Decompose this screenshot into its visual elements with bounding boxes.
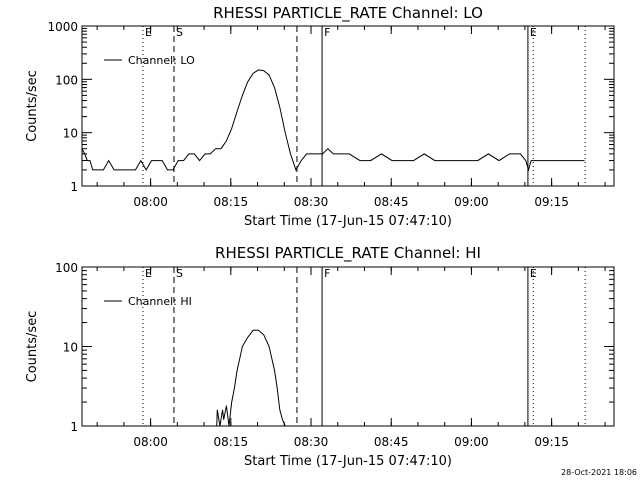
x-tick-label: 09:00 [454, 195, 489, 209]
chart-title: RHESSI PARTICLE_RATE Channel: LO [213, 4, 483, 23]
chart-title: RHESSI PARTICLE_RATE Channel: HI [215, 244, 481, 263]
y-tick-label: 1000 [47, 20, 78, 34]
plot-frame [81, 25, 615, 187]
x-tick-label: 08:15 [214, 195, 249, 209]
chart-panel-2: RHESSI PARTICLE_RATE Channel: HI 1 10 100 08… [25, 244, 615, 469]
y-axis-label: Counts/sec [25, 70, 40, 142]
x-tick-label: 09:00 [454, 435, 489, 449]
x-tick-label: 08:30 [294, 195, 329, 209]
event-marker-label: E [530, 26, 537, 39]
legend-label: Channel: HI [128, 295, 192, 308]
x-tick-label: 08:00 [133, 435, 168, 449]
y-tick-label: 10 [63, 127, 78, 141]
x-axis-label: Start Time (17-Jun-15 07:47:10) [244, 454, 452, 469]
event-marker-label: F [324, 267, 330, 280]
x-axis-label: Start Time (17-Jun-15 07:47:10) [244, 214, 452, 229]
x-tick-label: 08:45 [374, 195, 409, 209]
x-tick-label: 09:15 [534, 435, 569, 449]
y-tick-label: 1 [70, 420, 78, 434]
event-marker-label: F [324, 26, 330, 39]
plot-frame [81, 266, 615, 427]
y-tick-label: 100 [55, 73, 78, 87]
y-tick-label: 10 [63, 341, 78, 355]
y-tick-label: 100 [55, 261, 78, 275]
x-tick-label: 08:15 [214, 435, 249, 449]
event-marker-label: E [145, 267, 152, 280]
x-tick-label: 08:30 [294, 435, 329, 449]
event-marker-label: E [145, 26, 152, 39]
data-series-line [216, 329, 286, 427]
timestamp-stamp: 28-Oct-2021 18:06 [561, 468, 637, 477]
y-axis-label: Counts/sec [25, 311, 40, 383]
event-marker-label: S [176, 267, 183, 280]
x-tick-label: 09:15 [534, 195, 569, 209]
event-marker-label: S [176, 26, 183, 39]
data-series-line [81, 69, 585, 172]
x-tick-label: 08:00 [133, 195, 168, 209]
x-tick-label: 08:45 [374, 435, 409, 449]
legend-label: Channel: LO [128, 54, 195, 67]
y-tick-label: 1 [70, 180, 78, 194]
chart-panel-1: RHESSI PARTICLE_RATE Channel: LO 1 10 100 10… [25, 4, 615, 229]
event-marker-label: E [530, 267, 537, 280]
